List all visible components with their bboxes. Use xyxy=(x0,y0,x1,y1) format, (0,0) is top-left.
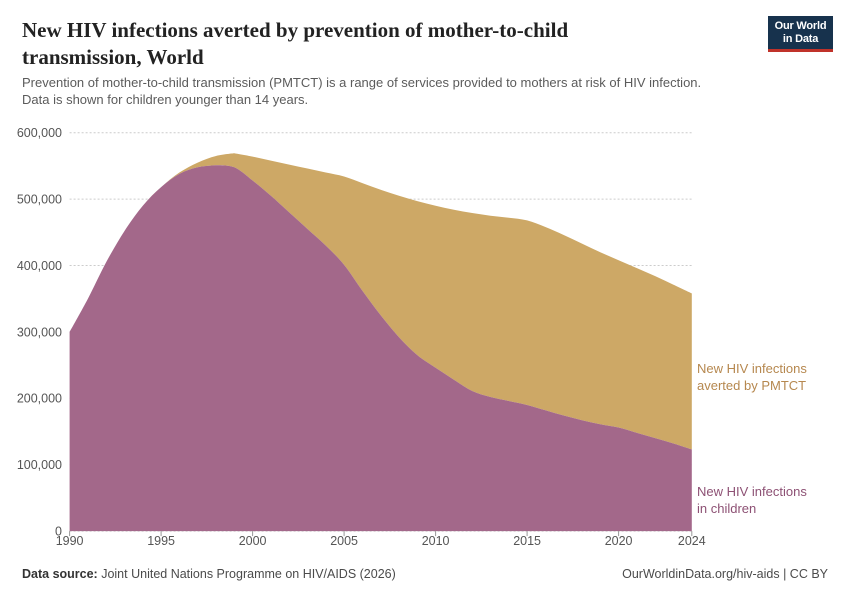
svg-text:2015: 2015 xyxy=(513,534,541,548)
svg-text:2020: 2020 xyxy=(605,534,633,548)
svg-text:300,000: 300,000 xyxy=(17,325,62,339)
svg-text:600,000: 600,000 xyxy=(17,126,62,140)
svg-text:400,000: 400,000 xyxy=(17,259,62,273)
svg-text:500,000: 500,000 xyxy=(17,193,62,207)
svg-text:2000: 2000 xyxy=(239,534,267,548)
svg-text:2024: 2024 xyxy=(678,534,706,548)
svg-text:100,000: 100,000 xyxy=(17,458,62,472)
svg-text:1995: 1995 xyxy=(147,534,175,548)
svg-text:1990: 1990 xyxy=(56,534,84,548)
svg-text:2005: 2005 xyxy=(330,534,358,548)
svg-text:200,000: 200,000 xyxy=(17,392,62,406)
svg-text:2010: 2010 xyxy=(422,534,450,548)
